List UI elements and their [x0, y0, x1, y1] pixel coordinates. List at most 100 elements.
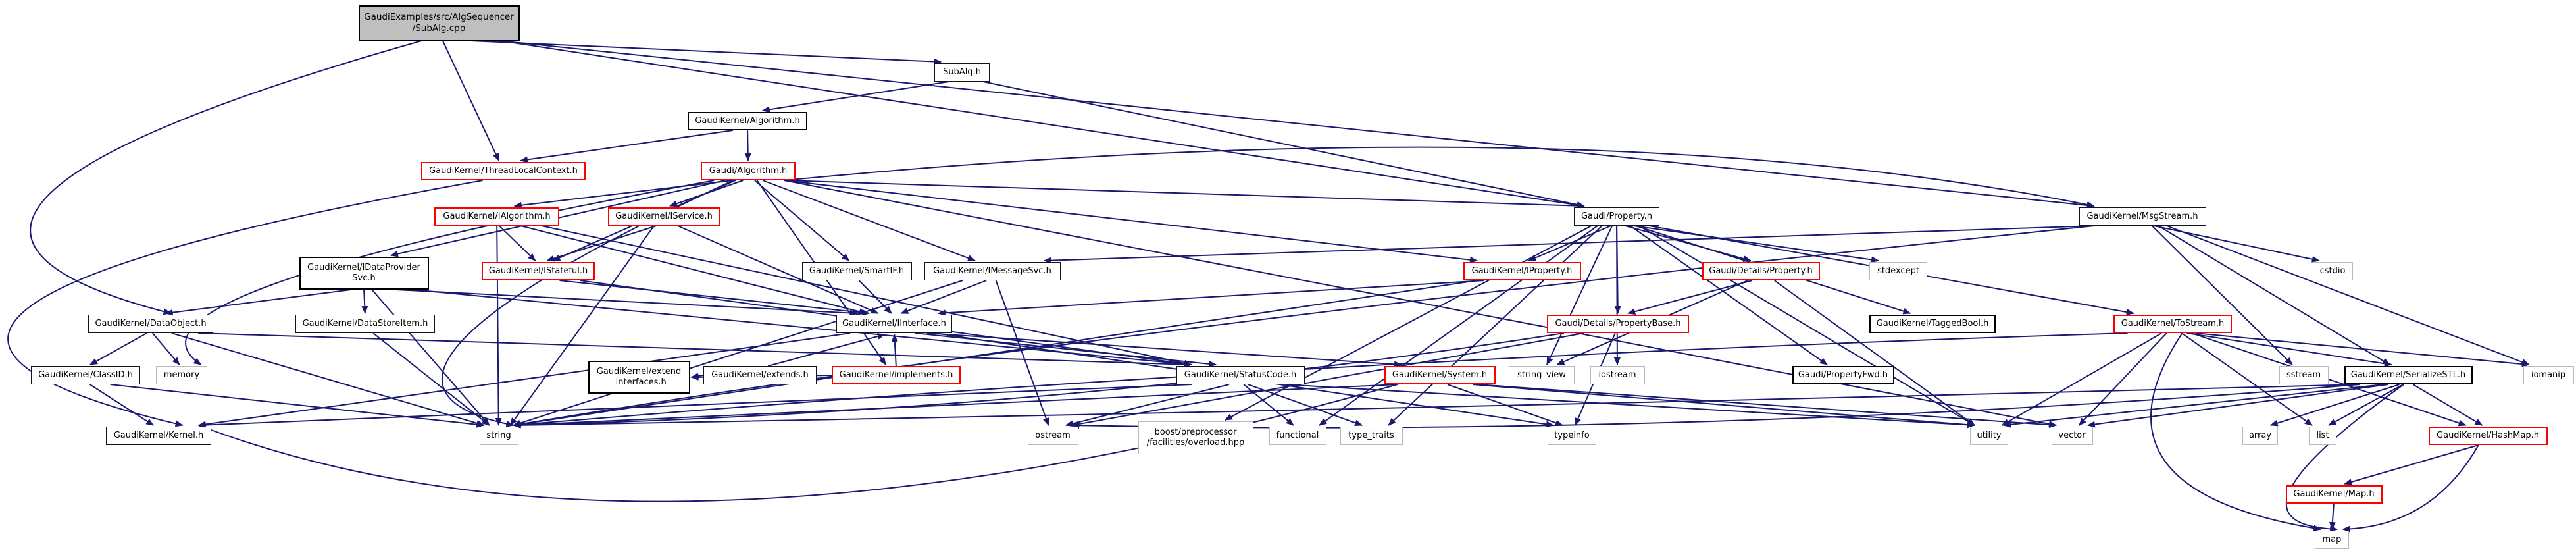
- node-msgstream[interactable]: GaudiKernel/MsgStream.h: [2079, 207, 2206, 226]
- node-property_h[interactable]: Gaudi/Property.h: [1574, 207, 1659, 226]
- node-hashmap[interactable]: GaudiKernel/HashMap.h: [2428, 427, 2548, 445]
- node-label: list: [2316, 430, 2329, 440]
- node-iservice[interactable]: GaudiKernel/IService.h: [608, 207, 720, 226]
- node-serializestl[interactable]: GaudiKernel/SerializeSTL.h: [2344, 366, 2473, 384]
- include-edge-tostream-to-serializestl: [2186, 332, 2392, 367]
- include-edge-iservice-to-string: [509, 225, 655, 426]
- node-subalg_cpp[interactable]: GaudiExamples/src/AlgSequencer/SubAlg.cp…: [358, 5, 520, 41]
- include-edge-serializestl-to-ostream: [1071, 384, 2360, 429]
- node-propertybase[interactable]: Gaudi/Details/PropertyBase.h: [1547, 315, 1689, 333]
- include-edge-ialgorithm-to-iinterface: [520, 225, 867, 315]
- node-label: GaudiKernel/SerializeSTL.h: [2350, 369, 2466, 380]
- node-smartif[interactable]: GaudiKernel/SmartIF.h: [801, 262, 912, 280]
- node-label: Gaudi/Property.h: [1580, 211, 1653, 221]
- include-edge-serializestl-to-map: [2285, 384, 2404, 533]
- include-edge-iinterface-to-statuscode: [915, 332, 1217, 367]
- node-idataprovidersvc[interactable]: GaudiKernel/IDataProvider Svc.h: [299, 257, 429, 290]
- node-label: GaudiKernel/ToStream.h: [2121, 318, 2225, 329]
- include-edge-system-to-utility: [1473, 384, 1975, 429]
- node-label: GaudiKernel/Map.h: [2293, 489, 2375, 499]
- node-label: GaudiKernel/IService.h: [615, 211, 713, 221]
- node-label: string: [486, 430, 511, 440]
- node-cstdio: cstdio: [2312, 262, 2353, 280]
- include-edge-statuscode-to-ostream: [1065, 384, 1230, 427]
- node-label: array: [2248, 430, 2272, 440]
- node-subalg_h[interactable]: SubAlg.h: [934, 63, 990, 82]
- node-ialgorithm[interactable]: GaudiKernel/IAlgorithm.h: [434, 207, 559, 226]
- include-edge-gaudi_algorithm-to-property_h: [784, 180, 1585, 209]
- node-label: Gaudi/Details/Property.h: [1709, 265, 1813, 276]
- node-label: type_traits: [1348, 430, 1394, 440]
- include-edge-property_h-to-string_view: [1546, 225, 1613, 365]
- node-kernel[interactable]: GaudiKernel/Kernel.h: [106, 427, 211, 445]
- include-edge-details_property-to-utility: [1774, 280, 1975, 426]
- node-label: SubAlg.h: [943, 66, 981, 77]
- include-edge-gaudi_algorithm-to-ialgorithm: [513, 180, 734, 209]
- include-edge-dataobject-to-memory: [152, 332, 180, 365]
- node-functional: functional: [1269, 427, 1326, 445]
- include-edge-ialgorithm-to-string: [495, 225, 502, 426]
- include-edge-iservice-to-iinterface: [677, 225, 879, 314]
- include-edge-subalg_cpp-to-dataobject: [30, 40, 422, 315]
- node-list: list: [2309, 427, 2336, 445]
- node-label: iostream: [1598, 369, 1636, 380]
- node-system[interactable]: GaudiKernel/System.h: [1384, 366, 1496, 384]
- node-label: GaudiKernel/SmartIF.h: [809, 265, 905, 276]
- node-classid[interactable]: GaudiKernel/ClassID.h: [31, 366, 140, 384]
- node-kernel_algorithm[interactable]: GaudiKernel/Algorithm.h: [688, 112, 807, 130]
- include-edge-propertybase-to-string: [513, 332, 1565, 429]
- node-extends[interactable]: GaudiKernel/extends.h: [703, 366, 817, 384]
- node-statuscode[interactable]: GaudiKernel/StatusCode.h: [1176, 366, 1305, 384]
- include-edge-gaudi_algorithm-to-msgstream: [784, 146, 2095, 208]
- node-istateful[interactable]: GaudiKernel/IStateful.h: [482, 262, 595, 280]
- include-edge-imessagesvc-to-iinterface: [900, 280, 987, 314]
- include-edge-tostream-to-utility: [2001, 332, 2162, 426]
- node-label: GaudiKernel/IMessageSvc.h: [933, 265, 1051, 276]
- node-details_property[interactable]: Gaudi/Details/Property.h: [1702, 262, 1820, 280]
- node-label: functional: [1276, 430, 1319, 440]
- node-label: GaudiKernel/IProperty.h: [1471, 265, 1573, 276]
- node-iinterface[interactable]: GaudiKernel/IInterface.h: [836, 315, 952, 333]
- node-iproperty[interactable]: GaudiKernel/IProperty.h: [1463, 262, 1581, 280]
- include-edge-msgstream-to-imessagesvc: [1043, 225, 2094, 264]
- include-edge-dataobject-to-classid: [89, 332, 147, 365]
- include-edge-system-to-vector: [1477, 384, 2058, 429]
- include-edge-extends-to-iinterface: [767, 333, 886, 367]
- node-dataobject[interactable]: GaudiKernel/DataObject.h: [88, 315, 213, 333]
- node-propertyfwd[interactable]: Gaudi/PropertyFwd.h: [1792, 366, 1894, 384]
- node-tostream[interactable]: GaudiKernel/ToStream.h: [2113, 315, 2232, 333]
- node-implements[interactable]: GaudiKernel/implements.h: [832, 366, 961, 384]
- include-edge-tostream-to-map: [2150, 332, 2322, 532]
- include-edge-subalg_cpp-to-subalg_h: [470, 40, 942, 65]
- include-edge-property_h-to-stdexcept: [1633, 225, 1880, 263]
- node-extend_interfaces[interactable]: GaudiKernel/extend _interfaces.h: [588, 361, 690, 394]
- node-label: memory: [163, 369, 200, 380]
- include-edge-datastoreitem-to-string: [372, 332, 490, 426]
- include-edge-property_h-to-details_property: [1625, 225, 1752, 262]
- node-label: Gaudi/Algorithm.h: [709, 165, 788, 176]
- node-label: GaudiKernel/MsgStream.h: [2086, 211, 2198, 221]
- node-boost_overload: boost/preprocessor/facilities/overload.h…: [1138, 421, 1253, 454]
- include-edge-serializestl-to-string: [513, 384, 2360, 429]
- node-label: GaudiKernel/implements.h: [839, 369, 953, 380]
- node-imessagesvc[interactable]: GaudiKernel/IMessageSvc.h: [924, 262, 1061, 280]
- node-sstream: sstream: [2279, 366, 2329, 384]
- node-label: GaudiKernel/Algorithm.h: [695, 115, 800, 126]
- node-gaudi_algorithm[interactable]: Gaudi/Algorithm.h: [701, 162, 796, 180]
- include-edge-property_h-to-utility: [1638, 225, 1975, 426]
- node-taggedbool[interactable]: GaudiKernel/TaggedBool.h: [1869, 315, 1996, 333]
- include-edge-system-to-string: [513, 384, 1398, 429]
- node-label: Gaudi/PropertyFwd.h: [1798, 369, 1888, 380]
- include-edge-gaudi_algorithm-to-imessagesvc: [762, 180, 976, 261]
- node-map_h[interactable]: GaudiKernel/Map.h: [2285, 485, 2383, 504]
- node-threadlocal[interactable]: GaudiKernel/ThreadLocalContext.h: [421, 162, 586, 180]
- node-label: GaudiExamples/src/AlgSequencer/SubAlg.cp…: [364, 12, 514, 34]
- node-datastoreitem[interactable]: GaudiKernel/DataStoreItem.h: [295, 315, 435, 333]
- include-edge-statuscode-to-utility: [1285, 384, 1975, 429]
- node-iomanip: iomanip: [2523, 366, 2574, 384]
- include-edge-iservice-to-istateful: [546, 225, 657, 262]
- include-edge-tostream-to-vector: [2078, 332, 2167, 426]
- include-edge-property_h-to-type_traits: [1388, 225, 1603, 426]
- include-edge-serializestl-to-hashmap: [2412, 384, 2483, 426]
